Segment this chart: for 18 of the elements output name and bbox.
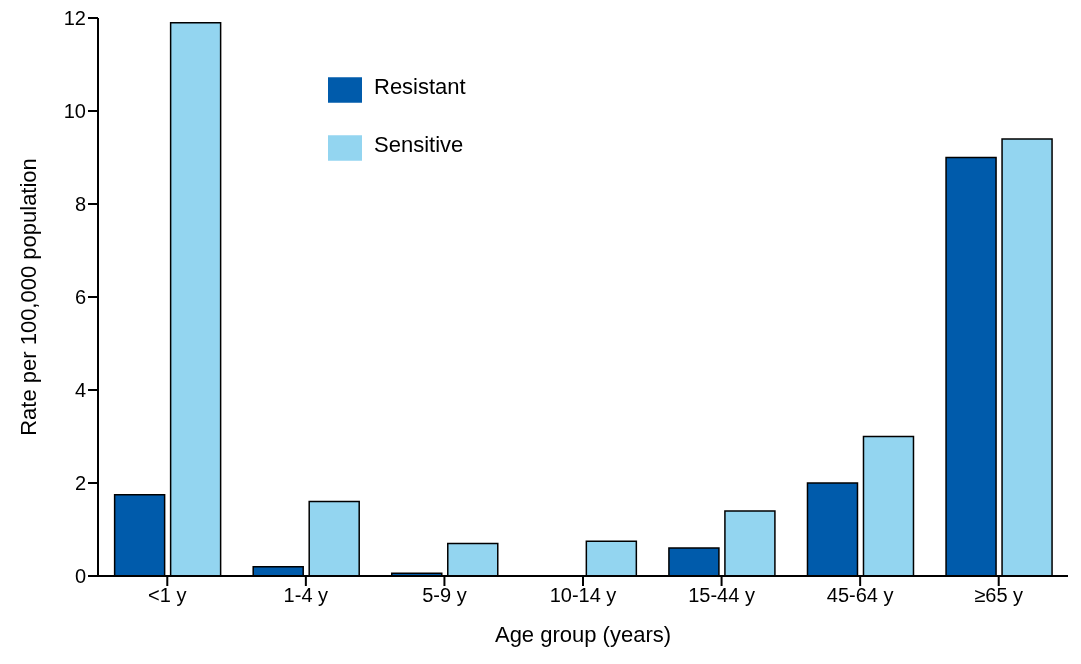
y-tick-label: 2	[74, 472, 86, 495]
y-axis-title: Rate per 100,000 population	[15, 158, 41, 436]
legend-label: Resistant	[374, 74, 466, 99]
x-tick-label: 45-64 y	[826, 584, 894, 607]
y-tick-label: 4	[74, 379, 86, 402]
y-tick-label: 10	[63, 100, 86, 123]
x-tick-label: 15-44 y	[688, 584, 755, 607]
x-tick-label: <1 y	[148, 584, 187, 607]
y-tick-label: 8	[74, 193, 86, 216]
y-tick-label: 0	[74, 565, 86, 588]
x-axis-title: Age group (years)	[494, 621, 672, 647]
legend-label: Sensitive	[374, 132, 464, 157]
x-tick-label: 1-4 y	[283, 584, 329, 607]
x-tick-label: ≥65 y	[974, 584, 1024, 607]
y-tick-label: 6	[74, 286, 86, 309]
x-tick-label: 5-9 y	[422, 584, 467, 607]
y-tick-label: 12	[63, 7, 86, 30]
x-tick-label: 10-14 y	[549, 584, 617, 607]
